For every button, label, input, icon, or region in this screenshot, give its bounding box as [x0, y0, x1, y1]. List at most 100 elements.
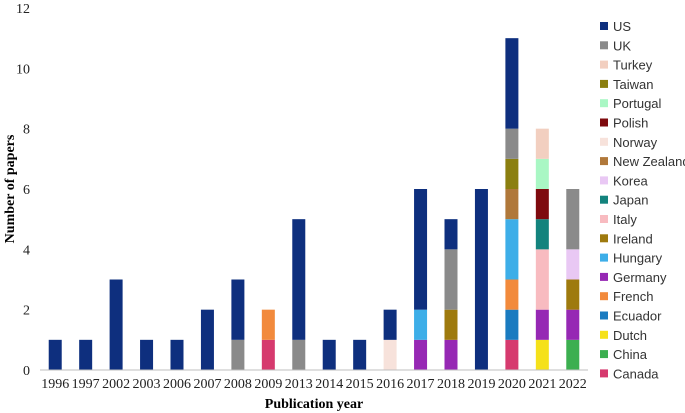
- legend: US UK Turkey Taiwan Portugal Polish Norway New …: [600, 19, 685, 381]
- legend-swatch: [600, 41, 608, 50]
- y-axis-ticks: 0 2 4 6 8 10 12: [16, 2, 30, 379]
- legend-swatch: [600, 176, 608, 185]
- x-tick-label: 2018: [437, 377, 465, 392]
- x-tick-label: 2022: [559, 377, 587, 392]
- bar-segment-dutch-2021: [535, 339, 549, 370]
- x-tick-label: 2014: [315, 377, 343, 392]
- x-tick-label: 1997: [72, 377, 100, 392]
- bar-segment-us-1997: [79, 339, 93, 370]
- legend-item-norway: Norway: [600, 135, 658, 150]
- legend-label: US: [613, 19, 631, 34]
- bar-segment-ecuador-2020: [505, 309, 519, 340]
- bar-segment-germany-2018: [444, 339, 458, 370]
- legend-swatch: [600, 292, 608, 301]
- bar-segment-norway-2016: [383, 339, 397, 370]
- legend-item-ireland: Ireland: [600, 231, 653, 246]
- legend-item-new-zealand: New Zealand: [600, 154, 685, 169]
- legend-label: Norway: [613, 135, 658, 150]
- legend-label: China: [613, 347, 648, 362]
- bar-segment-us-2006: [170, 339, 184, 370]
- bar-segment-canada-2020: [505, 339, 519, 370]
- legend-label: Hungary: [613, 251, 663, 266]
- legend-item-hungary: Hungary: [600, 251, 663, 266]
- legend-swatch: [600, 215, 608, 223]
- legend-swatch: [600, 79, 608, 88]
- legend-swatch: [600, 350, 608, 359]
- y-tick-label: 12: [16, 2, 30, 17]
- bar-segment-us-2003: [140, 339, 154, 370]
- bar-segment-us-2014: [322, 339, 336, 370]
- legend-label: Portugal: [613, 96, 662, 111]
- legend-item-dutch: Dutch: [600, 328, 647, 343]
- bar-segment-us-2016: [383, 309, 397, 340]
- bar-segment-taiwan-2020: [505, 158, 519, 189]
- legend-label: New Zealand: [613, 154, 685, 169]
- legend-item-portugal: Portugal: [600, 96, 662, 111]
- bar-segment-turkey-2021: [535, 128, 549, 159]
- legend-swatch: [600, 311, 608, 320]
- y-tick-label: 0: [23, 364, 30, 379]
- x-tick-label: 2017: [407, 377, 435, 392]
- bar-segment-uk-2022: [566, 189, 580, 250]
- bar-segment-uk-2013: [292, 339, 306, 370]
- bar-segment-us-2008: [231, 279, 245, 340]
- legend-item-us: US: [600, 19, 631, 34]
- x-tick-label: 2008: [224, 377, 252, 392]
- bar-segment-polish-2021: [535, 189, 549, 220]
- legend-swatch: [600, 118, 608, 127]
- x-tick-label: 2019: [467, 377, 495, 392]
- bars: [48, 38, 580, 370]
- legend-label: Turkey: [613, 58, 653, 73]
- bar-segment-japan-2021: [535, 219, 549, 250]
- legend-swatch: [600, 195, 608, 204]
- y-tick-label: 8: [23, 123, 30, 138]
- legend-label: Ecuador: [613, 309, 662, 324]
- legend-label: Korea: [613, 173, 648, 188]
- x-tick-label: 2002: [102, 377, 130, 392]
- legend-swatch: [600, 330, 608, 339]
- legend-item-canada: Canada: [600, 366, 659, 381]
- x-tick-label: 2003: [133, 377, 161, 392]
- bar-segment-portugal-2021: [535, 158, 549, 189]
- y-axis-title: Number of papers: [3, 134, 18, 243]
- legend-swatch: [600, 22, 608, 30]
- bar-segment-uk-2008: [231, 339, 245, 370]
- x-tick-label: 2016: [376, 377, 404, 392]
- y-tick-label: 2: [23, 304, 30, 319]
- legend-swatch: [600, 137, 608, 146]
- bar-segment-germany-2017: [414, 339, 428, 370]
- legend-label: Germany: [613, 270, 667, 285]
- x-tick-label: 2007: [193, 377, 221, 392]
- bar-segment-us-2002: [109, 279, 123, 370]
- x-tick-label: 2009: [254, 377, 282, 392]
- legend-label: Canada: [613, 366, 659, 381]
- x-axis-title: Publication year: [265, 397, 363, 412]
- bar-segment-french-2020: [505, 279, 519, 310]
- bar-segment-us-2007: [200, 309, 214, 370]
- y-tick-label: 4: [23, 243, 30, 258]
- bar-segment-french-2009: [261, 309, 275, 340]
- legend-label: French: [613, 289, 653, 304]
- legend-label: Polish: [613, 116, 648, 131]
- y-tick-label: 10: [16, 62, 30, 77]
- bar-segment-germany-2022: [566, 309, 580, 340]
- x-tick-label: 2015: [346, 377, 374, 392]
- legend-label: Japan: [613, 193, 648, 208]
- legend-item-uk: UK: [600, 38, 631, 53]
- legend-label: Ireland: [613, 231, 653, 246]
- legend-swatch: [600, 157, 608, 166]
- legend-swatch: [600, 234, 608, 243]
- y-tick-label: 6: [23, 183, 30, 198]
- bar-segment-germany-2021: [535, 309, 549, 340]
- bar-segment-china-2022: [566, 339, 580, 370]
- legend-swatch: [600, 60, 608, 69]
- bar-segment-us-2020: [505, 38, 519, 129]
- legend-item-italy: Italy: [600, 212, 637, 227]
- legend-item-polish: Polish: [600, 116, 648, 131]
- x-tick-label: 2006: [163, 377, 191, 392]
- x-tick-label: 2020: [498, 377, 526, 392]
- bar-segment-korea-2022: [566, 249, 580, 280]
- legend-swatch: [600, 369, 608, 378]
- legend-swatch: [600, 272, 608, 281]
